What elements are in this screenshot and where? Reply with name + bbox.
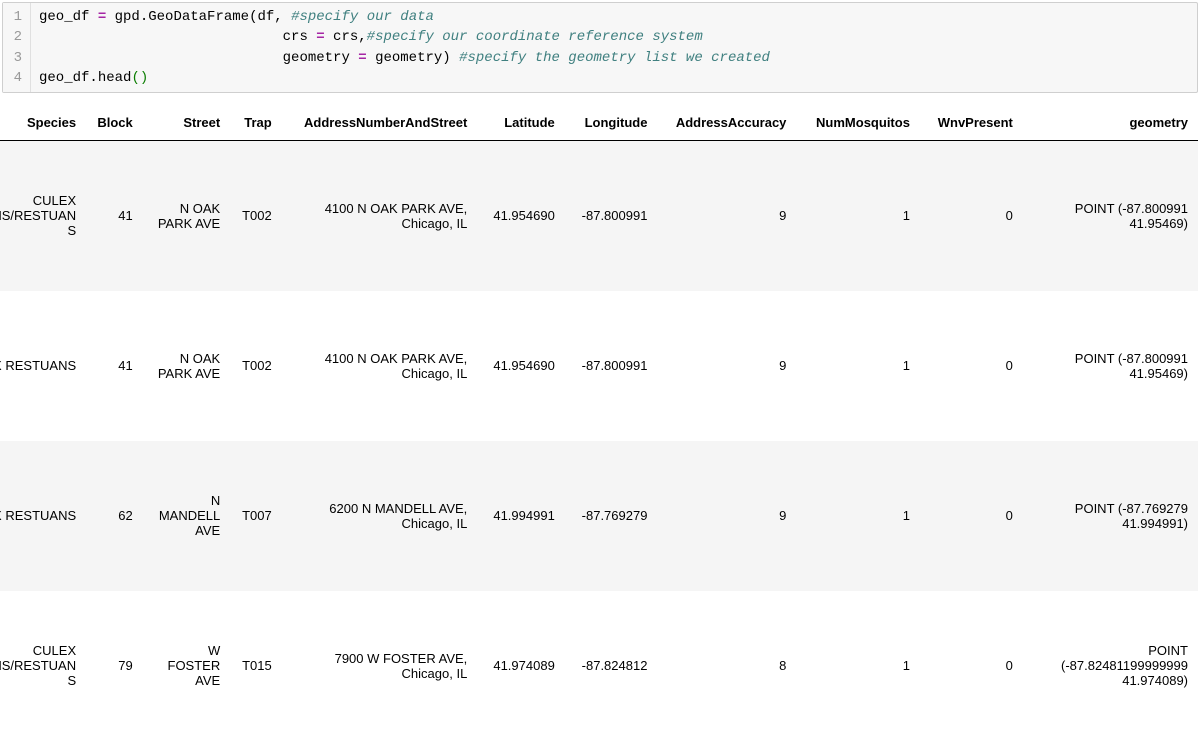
column-header: WnvPresent bbox=[920, 101, 1023, 141]
table-cell: 7900 W FOSTER AVE, Chicago, IL bbox=[282, 591, 478, 741]
table-cell: 0 bbox=[920, 441, 1023, 591]
code-token: geo_df bbox=[39, 70, 89, 86]
table-row: CULEX RESTUANS62N MANDELL AVET0076200 N … bbox=[0, 441, 1198, 591]
table-cell: 6200 N MANDELL AVE, Chicago, IL bbox=[282, 441, 478, 591]
table-cell: 41.974089 bbox=[477, 591, 565, 741]
code-token: geometry bbox=[283, 50, 359, 66]
table-cell: N OAK PARK AVE bbox=[143, 291, 231, 441]
table-cell: 62 bbox=[86, 441, 143, 591]
code-comment: #specify our coordinate reference system bbox=[367, 29, 703, 45]
table-cell: W FOSTER AVE bbox=[143, 591, 231, 741]
table-cell: 1 bbox=[796, 291, 920, 441]
column-header: Latitude bbox=[477, 101, 565, 141]
table-cell: 41.994991 bbox=[477, 441, 565, 591]
table-cell: 0 bbox=[920, 141, 1023, 291]
table-cell: 0 bbox=[920, 291, 1023, 441]
code-token: ) bbox=[140, 70, 148, 86]
table-row: CULEX RESTUANS41N OAK PARK AVET0024100 N… bbox=[0, 291, 1198, 441]
code-token: crs, bbox=[325, 29, 367, 45]
table-cell: CULEX RESTUANS bbox=[0, 441, 86, 591]
column-header: Longitude bbox=[565, 101, 658, 141]
column-header: AddressAccuracy bbox=[657, 101, 796, 141]
code-token: = bbox=[316, 29, 324, 45]
code-token: crs bbox=[283, 29, 317, 45]
code-token: . bbox=[89, 70, 97, 86]
table-cell: POINT (-87.800991 41.95469) bbox=[1023, 291, 1198, 441]
code-token: . bbox=[140, 9, 148, 25]
table-cell: POINT (-87.769279 41.994991) bbox=[1023, 441, 1198, 591]
table-cell: POINT (-87.82481199999999 41.974089) bbox=[1023, 591, 1198, 741]
table-cell: 41 bbox=[86, 141, 143, 291]
code-token: gpd bbox=[106, 9, 140, 25]
table-cell: -87.800991 bbox=[565, 291, 658, 441]
column-header: Street bbox=[143, 101, 231, 141]
table-cell: 1 bbox=[796, 441, 920, 591]
table-cell: CULEX PIPIENS/RESTUANS bbox=[0, 591, 86, 741]
table-cell: -87.824812 bbox=[565, 591, 658, 741]
table-cell: 9 bbox=[657, 141, 796, 291]
output-area: SpeciesBlockStreetTrapAddressNumberAndSt… bbox=[0, 101, 1200, 741]
code-comment: #specify our data bbox=[291, 9, 434, 25]
code-token: = bbox=[358, 50, 366, 66]
column-header: NumMosquitos bbox=[796, 101, 920, 141]
line-number-gutter: 1 2 3 4 bbox=[3, 3, 31, 92]
table-cell: 9 bbox=[657, 291, 796, 441]
column-header: Species bbox=[0, 101, 86, 141]
table-cell: N OAK PARK AVE bbox=[143, 141, 231, 291]
code-input-cell[interactable]: 1 2 3 4 geo_df = gpd.GeoDataFrame(df, #s… bbox=[2, 2, 1198, 93]
line-number: 3 bbox=[9, 48, 22, 68]
code-token: (df, bbox=[249, 9, 291, 25]
table-header: SpeciesBlockStreetTrapAddressNumberAndSt… bbox=[0, 101, 1198, 141]
table-cell: T002 bbox=[230, 141, 281, 291]
code-token: ( bbox=[131, 70, 139, 86]
code-token bbox=[39, 50, 283, 66]
column-header: Block bbox=[86, 101, 143, 141]
code-token: = bbox=[98, 9, 106, 25]
column-header: geometry bbox=[1023, 101, 1198, 141]
code-token: GeoDataFrame bbox=[148, 9, 249, 25]
table-cell: 1 bbox=[796, 591, 920, 741]
table-cell: 0 bbox=[920, 591, 1023, 741]
table-cell: 4100 N OAK PARK AVE, Chicago, IL bbox=[282, 141, 478, 291]
table-cell: 79 bbox=[86, 591, 143, 741]
code-token: geo_df bbox=[39, 9, 98, 25]
column-header: AddressNumberAndStreet bbox=[282, 101, 478, 141]
table-cell: -87.800991 bbox=[565, 141, 658, 291]
code-token bbox=[39, 29, 283, 45]
table-body: CULEX PIPIENS/RESTUANS41N OAK PARK AVET0… bbox=[0, 141, 1198, 741]
line-number: 2 bbox=[9, 27, 22, 47]
table-cell: N MANDELL AVE bbox=[143, 441, 231, 591]
table-cell: POINT (-87.800991 41.95469) bbox=[1023, 141, 1198, 291]
table-cell: 4100 N OAK PARK AVE, Chicago, IL bbox=[282, 291, 478, 441]
dataframe-table: SpeciesBlockStreetTrapAddressNumberAndSt… bbox=[0, 101, 1198, 741]
table-cell: 9 bbox=[657, 441, 796, 591]
table-cell: CULEX PIPIENS/RESTUANS bbox=[0, 141, 86, 291]
table-cell: 41.954690 bbox=[477, 141, 565, 291]
line-number: 4 bbox=[9, 68, 22, 88]
code-comment: #specify the geometry list we created bbox=[459, 50, 770, 66]
table-cell: -87.769279 bbox=[565, 441, 658, 591]
table-cell: 1 bbox=[796, 141, 920, 291]
line-number: 1 bbox=[9, 7, 22, 27]
table-row: CULEX PIPIENS/RESTUANS41N OAK PARK AVET0… bbox=[0, 141, 1198, 291]
table-cell: T015 bbox=[230, 591, 281, 741]
table-row: CULEX PIPIENS/RESTUANS79W FOSTER AVET015… bbox=[0, 591, 1198, 741]
column-header: Trap bbox=[230, 101, 281, 141]
table-cell: 8 bbox=[657, 591, 796, 741]
table-cell: T007 bbox=[230, 441, 281, 591]
code-token: geometry) bbox=[367, 50, 459, 66]
table-cell: 41.954690 bbox=[477, 291, 565, 441]
table-cell: 41 bbox=[86, 291, 143, 441]
code-editor[interactable]: geo_df = gpd.GeoDataFrame(df, #specify o… bbox=[31, 3, 1197, 92]
table-cell: T002 bbox=[230, 291, 281, 441]
code-token: head bbox=[98, 70, 132, 86]
table-cell: CULEX RESTUANS bbox=[0, 291, 86, 441]
